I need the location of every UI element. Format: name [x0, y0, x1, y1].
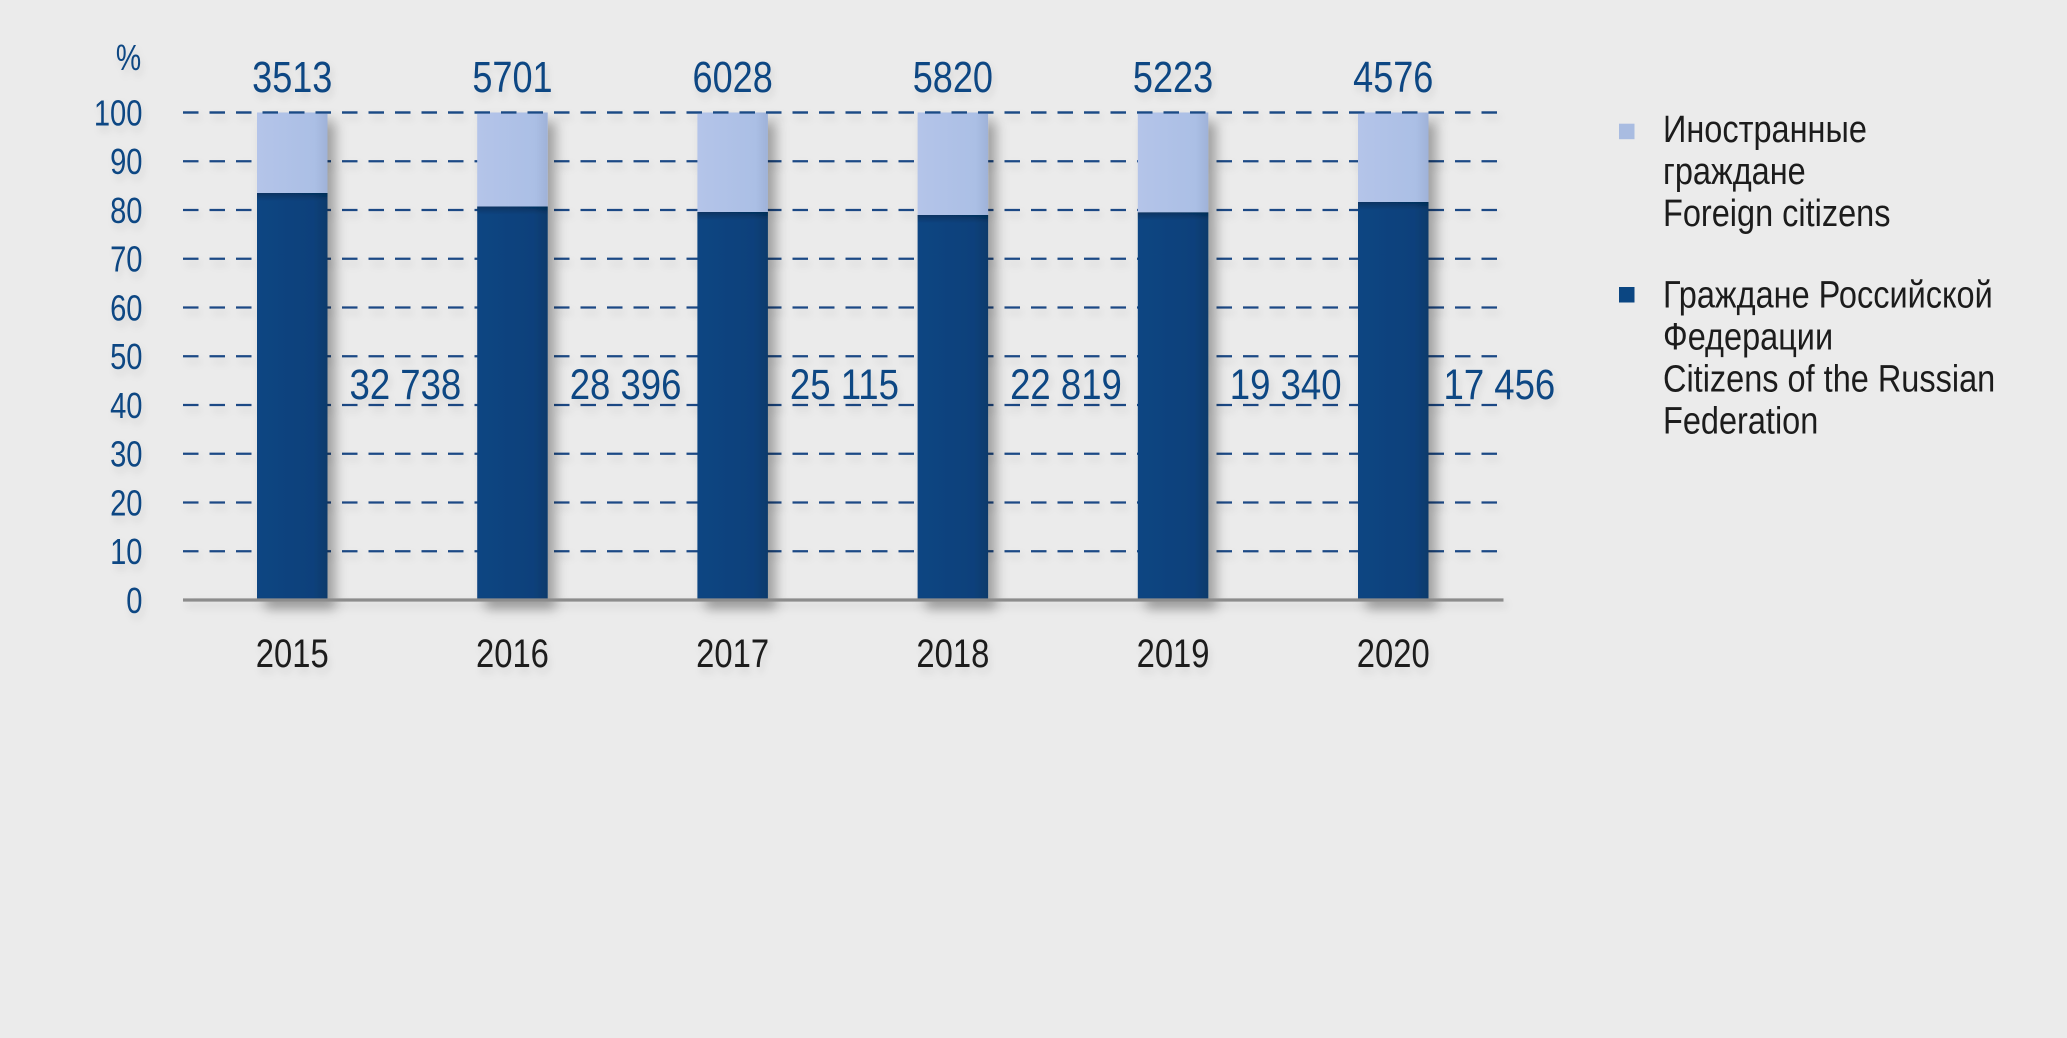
- svg-text:2020: 2020: [1357, 631, 1430, 676]
- svg-text:19 340: 19 340: [1230, 361, 1342, 408]
- svg-text:50: 50: [110, 336, 142, 377]
- svg-text:17 456: 17 456: [1444, 361, 1556, 408]
- svg-text:30: 30: [110, 434, 142, 475]
- svg-text:Граждане Российской: Граждане Российской: [1663, 274, 1993, 316]
- svg-text:Citizens of the Russian: Citizens of the Russian: [1663, 358, 1995, 400]
- svg-text:2016: 2016: [476, 631, 549, 676]
- svg-text:2018: 2018: [916, 631, 989, 676]
- svg-text:%: %: [116, 38, 141, 78]
- svg-text:100: 100: [94, 92, 143, 133]
- svg-text:0: 0: [126, 580, 142, 621]
- svg-text:граждане: граждане: [1663, 151, 1806, 193]
- svg-text:5223: 5223: [1133, 53, 1213, 102]
- svg-text:2019: 2019: [1137, 631, 1210, 676]
- svg-text:22 819: 22 819: [1010, 361, 1122, 408]
- svg-text:2015: 2015: [256, 631, 329, 676]
- svg-text:Foreign citizens: Foreign citizens: [1663, 193, 1890, 235]
- svg-text:40: 40: [110, 385, 142, 426]
- svg-text:Иностранные: Иностранные: [1663, 109, 1867, 151]
- svg-text:10: 10: [110, 531, 142, 572]
- svg-text:3513: 3513: [252, 53, 332, 102]
- svg-text:32 738: 32 738: [350, 361, 462, 408]
- svg-text:90: 90: [110, 141, 142, 182]
- svg-text:80: 80: [110, 190, 142, 231]
- svg-text:25 115: 25 115: [790, 361, 899, 408]
- svg-text:20: 20: [110, 482, 142, 523]
- svg-text:2017: 2017: [696, 631, 769, 676]
- svg-text:4576: 4576: [1353, 53, 1433, 102]
- svg-text:5701: 5701: [472, 53, 552, 102]
- svg-text:6028: 6028: [693, 53, 773, 102]
- svg-text:5820: 5820: [913, 53, 993, 102]
- svg-text:70: 70: [110, 239, 142, 280]
- svg-text:28 396: 28 396: [570, 361, 682, 408]
- svg-text:Federation: Federation: [1663, 400, 1818, 442]
- svg-text:Федерации: Федерации: [1663, 316, 1833, 358]
- svg-text:60: 60: [110, 287, 142, 328]
